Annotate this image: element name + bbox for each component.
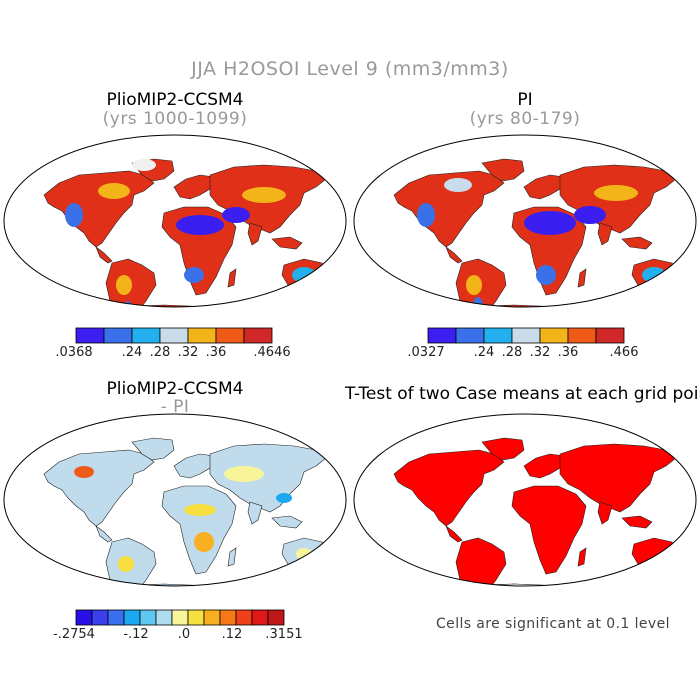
colorbar-tick-label: .12 xyxy=(221,627,243,642)
map-bottom-right xyxy=(353,413,697,587)
colorbar-swatch xyxy=(159,327,189,344)
colorbar-tick-label: .3151 xyxy=(265,627,303,642)
colorbar-tick-label: .36 xyxy=(205,345,227,360)
colorbar-tick-label: .0368 xyxy=(55,345,93,360)
panel-subtitle-top-left: (yrs 1000-1099) xyxy=(102,109,248,129)
colorbar-swatch xyxy=(187,609,205,626)
colorbar-swatch xyxy=(75,327,105,344)
colorbar-swatch xyxy=(595,327,625,344)
colorbar-tick-label: .4646 xyxy=(253,345,291,360)
colorbar-swatch xyxy=(75,609,93,626)
significance-footnote: Cells are significant at 0.1 level xyxy=(436,616,670,632)
colorbar-swatch xyxy=(91,609,109,626)
colorbar-top-right xyxy=(427,327,625,344)
panel-title-top-left: PlioMIP2-CCSM4 xyxy=(106,90,244,110)
colorbar-swatch xyxy=(483,327,513,344)
colorbar-swatch xyxy=(243,327,273,344)
colorbar-swatch xyxy=(203,609,221,626)
map-bl-land xyxy=(43,437,329,586)
map-top-right xyxy=(353,134,697,308)
colorbar-swatch xyxy=(215,327,245,344)
colorbar-tick-label: .28 xyxy=(501,345,523,360)
map-br-land xyxy=(393,437,679,586)
map-top-left xyxy=(3,134,347,308)
map-tl-land xyxy=(43,158,329,307)
colorbar-swatch xyxy=(187,327,217,344)
colorbar-swatch xyxy=(219,609,237,626)
colorbar-swatch xyxy=(107,609,125,626)
colorbar-swatch xyxy=(123,609,141,626)
colorbar-tick-label: .466 xyxy=(609,345,639,360)
colorbar-swatch xyxy=(539,327,569,344)
colorbar-swatch xyxy=(235,609,253,626)
map-bottom-left xyxy=(3,413,347,587)
colorbar-tick-label: .36 xyxy=(557,345,579,360)
colorbar-tick-label: .24 xyxy=(473,345,495,360)
colorbar-tick-label: .32 xyxy=(177,345,199,360)
panel-title-bottom-right: T-Test of two Case means at each grid po… xyxy=(345,384,700,404)
panel-title-top-right: PI xyxy=(517,90,533,110)
map-tr-land xyxy=(393,158,679,307)
colorbar-tick-label: .28 xyxy=(149,345,171,360)
panel-title-bottom-left: PlioMIP2-CCSM4 xyxy=(106,379,244,399)
colorbar-tick-label: -.12 xyxy=(123,627,149,642)
colorbar-tick-label: .0 xyxy=(177,627,191,642)
colorbar-swatch xyxy=(455,327,485,344)
colorbar-swatch xyxy=(567,327,597,344)
colorbar-tick-label: .24 xyxy=(121,345,143,360)
colorbar-swatch xyxy=(427,327,457,344)
colorbar-top-left xyxy=(75,327,273,344)
colorbar-swatch xyxy=(511,327,541,344)
colorbar-swatch xyxy=(139,609,157,626)
panel-subtitle-top-right: (yrs 80-179) xyxy=(469,109,581,129)
colorbar-tick-label: .0327 xyxy=(407,345,445,360)
colorbar-swatch xyxy=(103,327,133,344)
colorbar-bottom-left xyxy=(75,609,285,626)
colorbar-swatch xyxy=(171,609,189,626)
colorbar-swatch xyxy=(251,609,269,626)
panel-subtitle-bottom-left: - PI xyxy=(160,397,190,417)
colorbar-swatch xyxy=(267,609,285,626)
colorbar-tick-label: .32 xyxy=(529,345,551,360)
colorbar-tick-label: -.2754 xyxy=(53,627,95,642)
figure-title: JJA H2OSOI Level 9 (mm3/mm3) xyxy=(191,58,509,80)
colorbar-swatch xyxy=(155,609,173,626)
colorbar-swatch xyxy=(131,327,161,344)
